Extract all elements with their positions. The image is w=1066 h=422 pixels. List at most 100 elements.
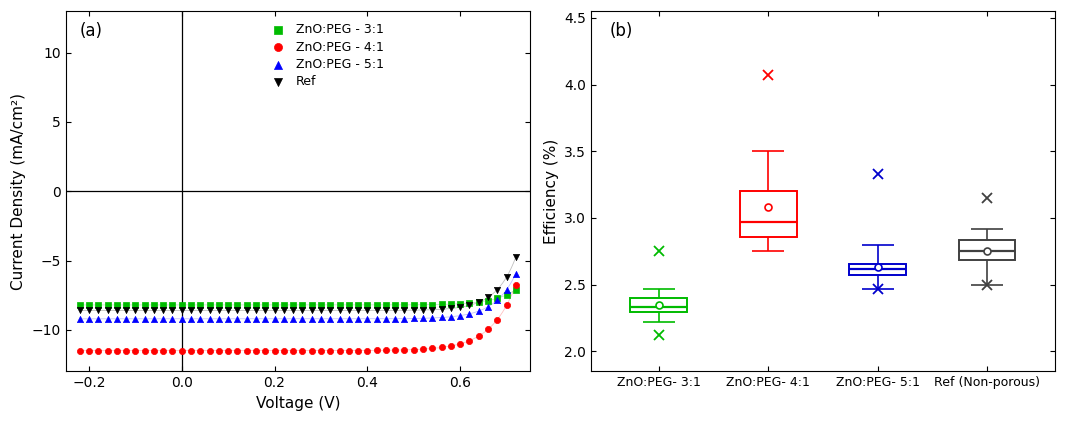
ZnO:PEG - 5:1 (294, 315, 311, 322)
ZnO:PEG - 5:1 (275, 315, 292, 322)
ZnO:PEG - 3:1 (424, 301, 441, 308)
ZnO:PEG - 5:1 (182, 315, 199, 322)
Bar (850, 264, 906, 275)
ZnO:PEG - 3:1 (480, 297, 497, 304)
ZnO:PEG - 3:1 (303, 302, 320, 308)
ZnO:PEG - 4:1 (117, 347, 134, 354)
Ref (174, 307, 191, 314)
ZnO:PEG - 4:1 (294, 347, 311, 354)
ZnO:PEG - 5:1 (424, 314, 441, 321)
ZnO:PEG - 4:1 (415, 346, 432, 352)
ZnO:PEG - 4:1 (182, 347, 199, 354)
Ref (452, 304, 469, 311)
ZnO:PEG - 4:1 (229, 347, 246, 354)
Ref (350, 307, 367, 314)
ZnO:PEG - 5:1 (303, 315, 320, 322)
ZnO:PEG - 4:1 (275, 347, 292, 354)
ZnO:PEG - 3:1 (155, 302, 172, 308)
ZnO:PEG - 4:1 (368, 347, 385, 354)
ZnO:PEG - 5:1 (442, 314, 459, 320)
ZnO:PEG - 3:1 (182, 302, 199, 308)
Ref (387, 307, 404, 314)
Ref (359, 307, 376, 314)
ZnO:PEG - 5:1 (285, 315, 302, 322)
Ref (488, 286, 505, 293)
ZnO:PEG - 4:1 (461, 337, 478, 344)
ZnO:PEG - 3:1 (220, 302, 237, 308)
ZnO:PEG - 5:1 (461, 311, 478, 317)
ZnO:PEG - 3:1 (136, 302, 154, 308)
ZnO:PEG - 4:1 (285, 347, 302, 354)
ZnO:PEG - 4:1 (238, 347, 255, 354)
ZnO:PEG - 4:1 (507, 281, 524, 288)
Legend: ZnO:PEG - 3:1, ZnO:PEG - 4:1, ZnO:PEG - 5:1, Ref: ZnO:PEG - 3:1, ZnO:PEG - 4:1, ZnO:PEG - … (261, 18, 389, 93)
ZnO:PEG - 5:1 (507, 270, 524, 277)
Ref (109, 307, 126, 314)
ZnO:PEG - 3:1 (192, 302, 209, 308)
ZnO:PEG - 3:1 (174, 302, 191, 308)
ZnO:PEG - 5:1 (452, 312, 469, 319)
ZnO:PEG - 4:1 (488, 316, 505, 323)
ZnO:PEG - 5:1 (433, 314, 450, 321)
ZnO:PEG - 4:1 (247, 347, 264, 354)
ZnO:PEG - 3:1 (294, 302, 311, 308)
Ref (498, 273, 515, 280)
ZnO:PEG - 5:1 (498, 286, 515, 293)
ZnO:PEG - 5:1 (405, 315, 422, 322)
ZnO:PEG - 4:1 (452, 341, 469, 347)
ZnO:PEG - 5:1 (117, 315, 134, 322)
ZnO:PEG - 3:1 (90, 302, 107, 308)
ZnO:PEG - 3:1 (71, 302, 88, 308)
Bar (958, 240, 1016, 260)
ZnO:PEG - 5:1 (229, 315, 246, 322)
Ref (90, 307, 107, 314)
ZnO:PEG - 3:1 (442, 301, 459, 308)
Ref (330, 307, 348, 314)
ZnO:PEG - 3:1 (498, 292, 515, 298)
ZnO:PEG - 3:1 (247, 302, 264, 308)
Y-axis label: Current Density (mA/cm²): Current Density (mA/cm²) (11, 93, 26, 290)
Ref (461, 302, 478, 309)
ZnO:PEG - 4:1 (99, 347, 116, 354)
ZnO:PEG - 3:1 (275, 302, 292, 308)
ZnO:PEG - 3:1 (109, 302, 126, 308)
Ref (312, 307, 329, 314)
ZnO:PEG - 4:1 (330, 347, 348, 354)
Ref (377, 307, 394, 314)
ZnO:PEG - 3:1 (117, 302, 134, 308)
Ref (442, 305, 459, 312)
ZnO:PEG - 3:1 (210, 302, 227, 308)
ZnO:PEG - 4:1 (220, 347, 237, 354)
ZnO:PEG - 5:1 (201, 315, 219, 322)
Ref (266, 307, 284, 314)
ZnO:PEG - 3:1 (99, 302, 116, 308)
ZnO:PEG - 5:1 (266, 315, 284, 322)
ZnO:PEG - 3:1 (201, 302, 219, 308)
Ref (99, 307, 116, 314)
ZnO:PEG - 3:1 (433, 301, 450, 308)
Ref (192, 307, 209, 314)
Ref (424, 306, 441, 313)
ZnO:PEG - 4:1 (442, 343, 459, 349)
ZnO:PEG - 3:1 (229, 302, 246, 308)
Bar (630, 298, 688, 312)
ZnO:PEG - 4:1 (480, 326, 497, 333)
Ref (285, 307, 302, 314)
ZnO:PEG - 3:1 (145, 302, 162, 308)
ZnO:PEG - 4:1 (192, 347, 209, 354)
Ref (80, 307, 97, 314)
Ref (395, 307, 413, 314)
Ref (145, 307, 162, 314)
Ref (470, 299, 487, 306)
ZnO:PEG - 5:1 (155, 315, 172, 322)
Ref (433, 306, 450, 313)
ZnO:PEG - 5:1 (257, 315, 274, 322)
ZnO:PEG - 5:1 (322, 315, 339, 322)
ZnO:PEG - 4:1 (71, 347, 88, 354)
ZnO:PEG - 4:1 (109, 347, 126, 354)
ZnO:PEG - 4:1 (377, 347, 394, 354)
Ref (368, 307, 385, 314)
Ref (201, 307, 219, 314)
ZnO:PEG - 3:1 (266, 302, 284, 308)
ZnO:PEG - 3:1 (330, 302, 348, 308)
